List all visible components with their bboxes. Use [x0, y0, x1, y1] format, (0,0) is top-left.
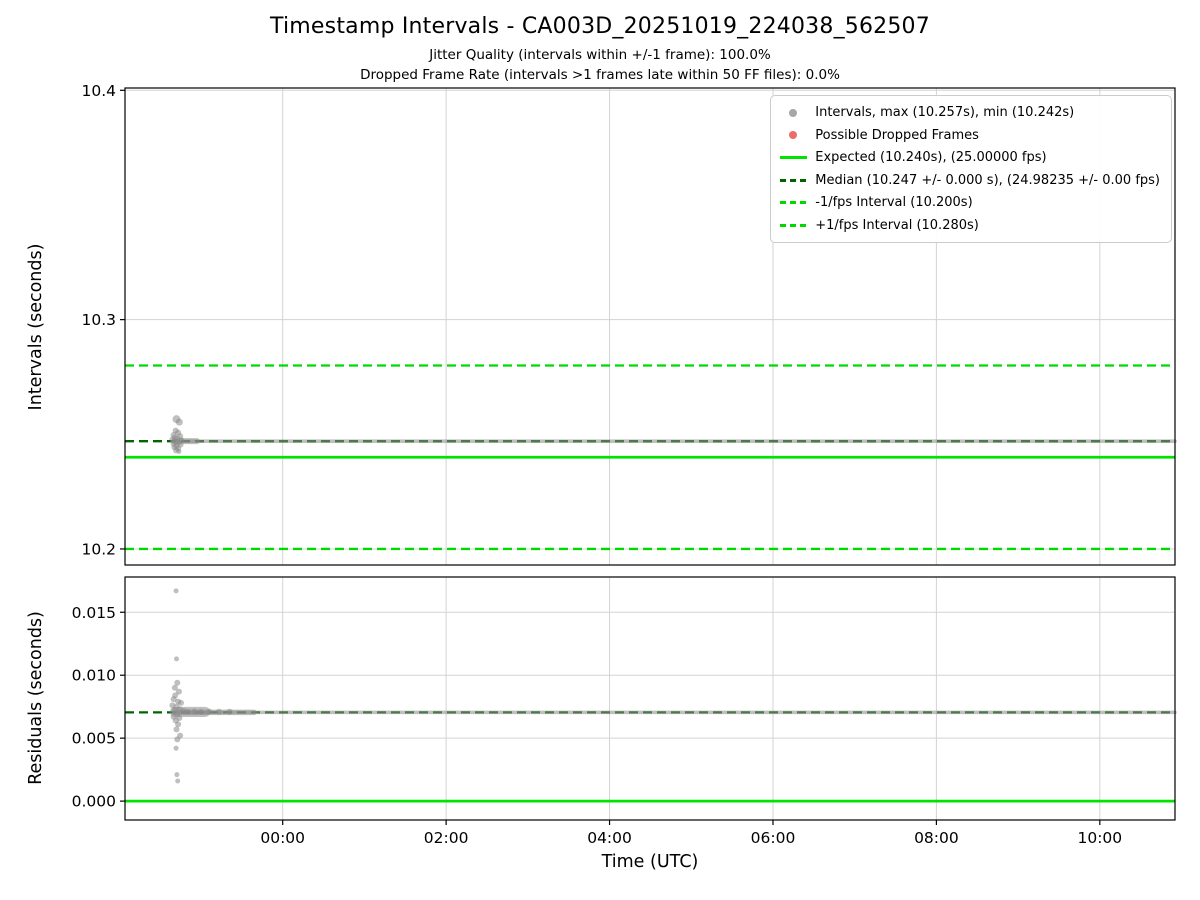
legend-label: +1/fps Interval (10.280s) — [815, 217, 979, 233]
svg-text:0.015: 0.015 — [72, 604, 116, 622]
expected-line-icon — [779, 151, 807, 165]
page-title: Timestamp Intervals - CA003D_20251019_22… — [270, 14, 930, 39]
legend-item-plus-1fps: +1/fps Interval (10.280s) — [779, 216, 1160, 235]
minus-1fps-line-icon — [779, 196, 807, 210]
svg-text:0.000: 0.000 — [72, 793, 116, 811]
svg-text:10:00: 10:00 — [1077, 829, 1122, 847]
median-line-icon — [779, 173, 807, 187]
svg-text:0.010: 0.010 — [72, 667, 116, 685]
svg-text:10.4: 10.4 — [81, 82, 116, 100]
legend-item-expected: Expected (10.240s), (25.00000 fps) — [779, 148, 1160, 167]
legend-label: Median (10.247 +/- 0.000 s), (24.98235 +… — [815, 172, 1160, 188]
svg-text:08:00: 08:00 — [914, 829, 959, 847]
y-axis-label-residuals: Residuals (seconds) — [26, 611, 46, 785]
legend-label: Possible Dropped Frames — [815, 127, 979, 143]
y-axis-label-intervals: Intervals (seconds) — [26, 243, 46, 411]
x-axis-label: Time (UTC) — [601, 852, 699, 872]
svg-text:10.3: 10.3 — [81, 311, 116, 329]
legend: Intervals, max (10.257s), min (10.242s) … — [770, 95, 1172, 243]
svg-text:04:00: 04:00 — [587, 829, 632, 847]
legend-item-dropped-frames: Possible Dropped Frames — [779, 126, 1160, 145]
dropped-frames-marker-icon — [779, 128, 807, 142]
svg-text:06:00: 06:00 — [751, 829, 796, 847]
subtitle-jitter-quality: Jitter Quality (intervals within +/-1 fr… — [429, 47, 771, 63]
legend-label: -1/fps Interval (10.200s) — [815, 195, 973, 210]
plus-1fps-line-icon — [779, 218, 807, 232]
legend-label: Expected (10.240s), (25.00000 fps) — [815, 150, 1047, 165]
legend-item-minus-1fps: -1/fps Interval (10.200s) — [779, 193, 1160, 212]
svg-text:10.2: 10.2 — [81, 540, 116, 558]
legend-label: Intervals, max (10.257s), min (10.242s) — [815, 105, 1075, 120]
subplot-residuals: 0.000 0.005 0.010 0.015 00:00 02:00 04:00 06:00… — [72, 576, 1177, 847]
legend-item-median: Median (10.247 +/- 0.000 s), (24.98235 +… — [779, 171, 1160, 190]
svg-text:0.005: 0.005 — [72, 730, 116, 748]
svg-text:00:00: 00:00 — [260, 829, 305, 847]
svg-text:02:00: 02:00 — [424, 829, 469, 847]
legend-item-intervals: Intervals, max (10.257s), min (10.242s) — [779, 103, 1160, 122]
intervals-marker-icon — [779, 106, 807, 120]
subtitle-dropped-frame-rate: Dropped Frame Rate (intervals >1 frames … — [360, 67, 840, 83]
